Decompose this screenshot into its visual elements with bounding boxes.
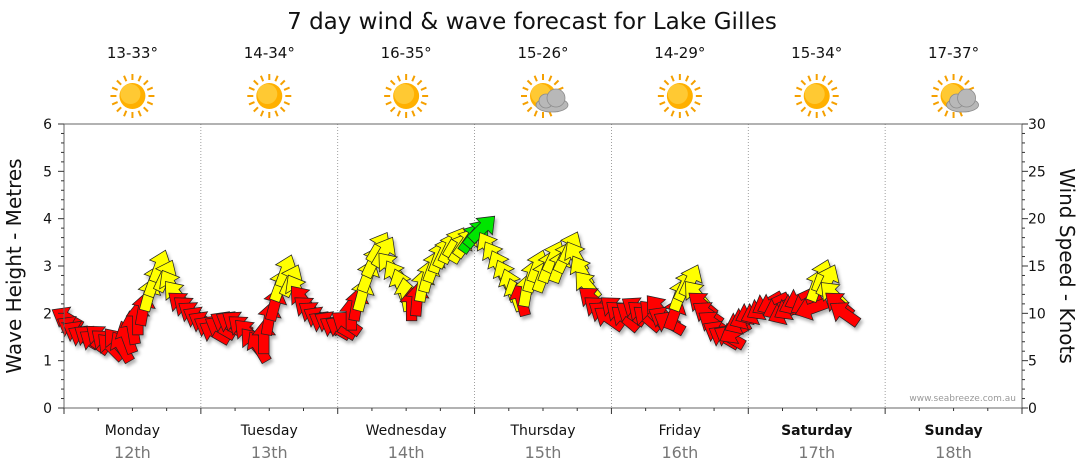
y-axis-right-label: Wind Speed - Knots bbox=[1055, 168, 1079, 364]
x-day-label: Saturday bbox=[781, 423, 852, 439]
chart-title: 7 day wind & wave forecast for Lake Gill… bbox=[287, 9, 777, 35]
temperature-label: 14-29° bbox=[654, 44, 705, 62]
sun-icon bbox=[246, 73, 293, 119]
partly-cloudy-icon bbox=[930, 73, 979, 119]
temperature-label: 15-26° bbox=[517, 44, 568, 62]
wind-arrow-series bbox=[51, 215, 862, 365]
x-date-label: 12th bbox=[114, 443, 151, 462]
y-axis-left-label: Wave Height - Metres bbox=[2, 158, 26, 373]
wind-arrow bbox=[794, 297, 830, 321]
y-right-tick-label: 15 bbox=[1028, 259, 1046, 275]
plot-axes: 0 1 2 3 4 5 6 0 5 10 15 20 25 30 Monday 12th Tuesday 13th… bbox=[43, 117, 1046, 462]
temperature-label: 17-37° bbox=[928, 44, 979, 62]
y-left-tick-label: 3 bbox=[43, 259, 52, 275]
plot-grid bbox=[200, 124, 886, 408]
y-left-tick-label: 6 bbox=[43, 117, 52, 133]
sunny-icon bbox=[793, 73, 840, 119]
sun-icon bbox=[383, 73, 430, 119]
sunny-icon bbox=[246, 73, 293, 119]
x-date-label: 17th bbox=[798, 443, 835, 462]
x-day-label: Thursday bbox=[509, 423, 575, 439]
y-left-tick-label: 1 bbox=[43, 354, 52, 370]
y-right-tick-label: 10 bbox=[1028, 306, 1046, 322]
temperature-label: 15-34° bbox=[791, 44, 842, 62]
wind-arrow bbox=[815, 264, 840, 299]
sunny-icon bbox=[109, 73, 156, 119]
y-right-tick-label: 25 bbox=[1028, 164, 1046, 180]
x-day-label: Monday bbox=[105, 423, 160, 439]
partly-cloudy-icon bbox=[520, 73, 569, 119]
temperature-label: 16-35° bbox=[381, 44, 432, 62]
x-date-label: 15th bbox=[525, 443, 562, 462]
wind-arrow bbox=[466, 215, 496, 245]
wind-arrow bbox=[678, 264, 703, 299]
x-date-label: 18th bbox=[935, 443, 972, 462]
x-date-label: 14th bbox=[388, 443, 425, 462]
y-left-tick-label: 4 bbox=[43, 212, 52, 228]
sun-icon bbox=[793, 73, 840, 119]
y-left-tick-label: 0 bbox=[43, 401, 52, 417]
y-right-tick-label: 5 bbox=[1028, 354, 1037, 370]
sunny-icon bbox=[383, 73, 430, 119]
x-date-label: 13th bbox=[251, 443, 288, 462]
y-right-tick-label: 0 bbox=[1028, 401, 1037, 417]
x-day-label: Tuesday bbox=[240, 423, 298, 439]
watermark: www.seabreeze.com.au bbox=[909, 394, 1016, 404]
x-day-label: Sunday bbox=[924, 423, 982, 439]
sun-icon bbox=[109, 73, 156, 119]
x-day-label: Wednesday bbox=[366, 423, 447, 439]
x-day-label: Friday bbox=[659, 423, 701, 439]
y-left-tick-label: 2 bbox=[43, 306, 52, 322]
temperature-label: 13-33° bbox=[107, 44, 158, 62]
y-left-tick-label: 5 bbox=[43, 164, 52, 180]
x-date-label: 16th bbox=[661, 443, 698, 462]
forecast-day-strip: 13-33° 14-34° 16-35° 15-26° 14-29° 15-34° 17-3… bbox=[107, 44, 979, 119]
sun-icon bbox=[656, 73, 703, 119]
wind-arrow bbox=[829, 302, 862, 328]
sunny-icon bbox=[656, 73, 703, 119]
y-right-tick-label: 30 bbox=[1028, 117, 1046, 133]
wind-arrow bbox=[370, 236, 396, 270]
temperature-label: 14-34° bbox=[244, 44, 295, 62]
y-right-tick-label: 20 bbox=[1028, 212, 1046, 228]
